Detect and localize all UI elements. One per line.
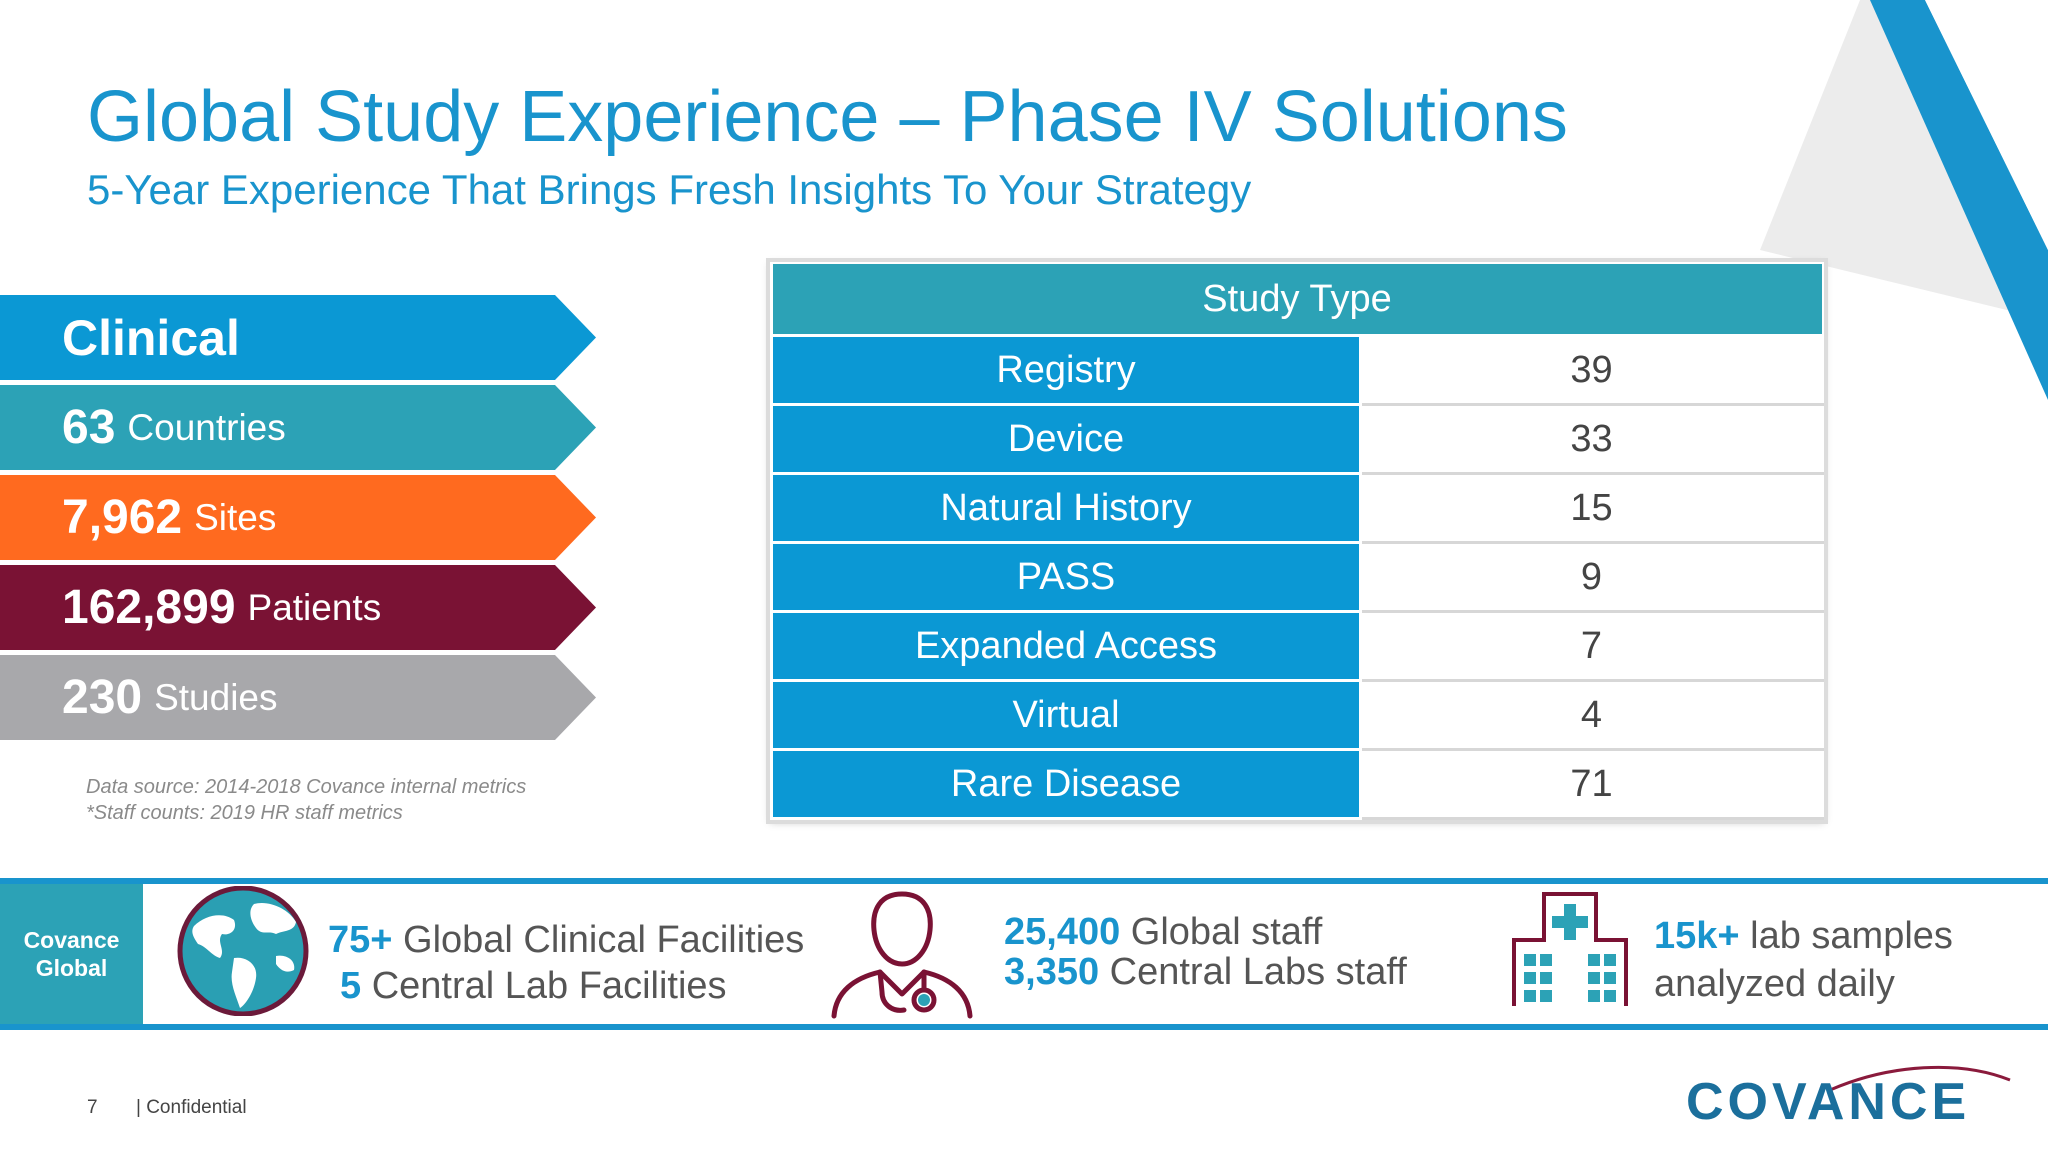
facilities-line-2: 5 Central Lab Facilities <box>328 963 804 1009</box>
study-count-cell: 33 <box>1359 403 1824 475</box>
table-row: PASS 9 <box>770 541 1824 613</box>
samples-line-2: analyzed daily <box>1654 963 1895 1005</box>
page-number: 7 <box>87 1097 98 1118</box>
study-type-cell: PASS <box>770 541 1362 613</box>
banner-studies: 230 Studies <box>0 655 596 740</box>
staff-line-1: 25,400 Global staff <box>1004 912 1407 952</box>
banner-value: 162,899 <box>62 581 236 634</box>
study-type-table: Study Type Registry 39 Device 33 Natural… <box>770 262 1824 820</box>
confidential-label: | Confidential <box>136 1097 247 1118</box>
study-count-cell: 15 <box>1359 472 1824 544</box>
stat-highlight: 25,400 <box>1004 911 1121 953</box>
globe-icon <box>177 886 309 1016</box>
data-source-note: Data source: 2014-2018 Covance internal … <box>86 774 526 826</box>
table-row: Natural History 15 <box>770 472 1824 544</box>
table-row: Virtual 4 <box>770 679 1824 751</box>
study-count-cell: 4 <box>1359 679 1824 751</box>
stat-text: Global staff <box>1130 911 1323 953</box>
banner-value: 7,962 <box>62 491 183 544</box>
banner-clinical: Clinical <box>0 295 596 380</box>
staff-note-line: *Staff counts: 2019 HR staff metrics <box>86 802 403 824</box>
facilities-stat: 75+ Global Clinical Facilities 5 Central… <box>328 917 804 1009</box>
study-type-cell: Device <box>770 403 1362 475</box>
stat-highlight: 5 <box>340 965 362 1007</box>
banner-value: 230 <box>62 671 143 724</box>
page-title: Global Study Experience – Phase IV Solut… <box>87 77 1568 157</box>
banner-label: Clinical <box>62 309 240 366</box>
banner-unit: Patients <box>247 586 382 628</box>
stat-highlight: 15k+ <box>1654 915 1740 957</box>
hospital-icon <box>1512 892 1628 1006</box>
study-count-cell: 9 <box>1359 541 1824 613</box>
label-line: Covance <box>23 927 120 953</box>
stat-text: Global Clinical Facilities <box>403 919 805 961</box>
table-row: Expanded Access 7 <box>770 610 1824 682</box>
stat-text: Central Lab Facilities <box>371 965 727 1007</box>
page-subtitle: 5-Year Experience That Brings Fresh Insi… <box>87 166 1252 213</box>
banner-countries: 63 Countries <box>0 385 596 470</box>
banner-unit: Sites <box>194 496 277 538</box>
table-header-row: Study Type <box>770 262 1824 337</box>
stat-highlight: 3,350 <box>1004 951 1100 993</box>
staff-line-2: 3,350 Central Labs staff <box>1004 952 1407 992</box>
table-row: Registry 39 <box>770 334 1824 406</box>
study-type-cell: Rare Disease <box>770 748 1362 820</box>
table-header: Study Type <box>770 262 1824 337</box>
label-line: Global <box>35 955 108 981</box>
doctor-icon <box>831 891 973 1019</box>
banner-unit: Studies <box>154 676 278 718</box>
table-row: Device 33 <box>770 403 1824 475</box>
stat-text: lab samples <box>1750 915 1953 957</box>
study-count-cell: 71 <box>1359 748 1824 820</box>
banner-value: 63 <box>62 401 116 454</box>
study-type-cell: Registry <box>770 334 1362 406</box>
banner-unit: Countries <box>127 406 286 448</box>
study-type-cell: Virtual <box>770 679 1362 751</box>
table-row: Rare Disease 71 <box>770 748 1824 820</box>
banner-sites: 7,962 Sites <box>0 475 596 560</box>
banner-patients: 162,899 Patients <box>0 565 596 650</box>
source-note-line: Data source: 2014-2018 Covance internal … <box>86 776 527 798</box>
study-count-cell: 7 <box>1359 610 1824 682</box>
logo-swoosh-icon <box>1829 1065 2011 1092</box>
facilities-line-1: 75+ Global Clinical Facilities <box>328 917 804 963</box>
stat-highlight: 75+ <box>328 919 393 961</box>
stat-text: Central Labs staff <box>1109 951 1407 993</box>
covance-global-label: Covance Global <box>0 884 143 1024</box>
samples-stat: 15k+ lab samples analyzed daily <box>1654 912 1953 1008</box>
study-count-cell: 39 <box>1359 334 1824 406</box>
covance-logo: COVANCE <box>1686 1073 1971 1131</box>
study-type-cell: Expanded Access <box>770 610 1362 682</box>
strip-bottom-rule <box>0 1024 2048 1030</box>
strip-top-rule <box>0 878 2048 884</box>
staff-stat: 25,400 Global staff 3,350 Central Labs s… <box>1004 912 1407 992</box>
study-type-cell: Natural History <box>770 472 1362 544</box>
samples-line-1: 15k+ lab samples <box>1654 912 1953 960</box>
